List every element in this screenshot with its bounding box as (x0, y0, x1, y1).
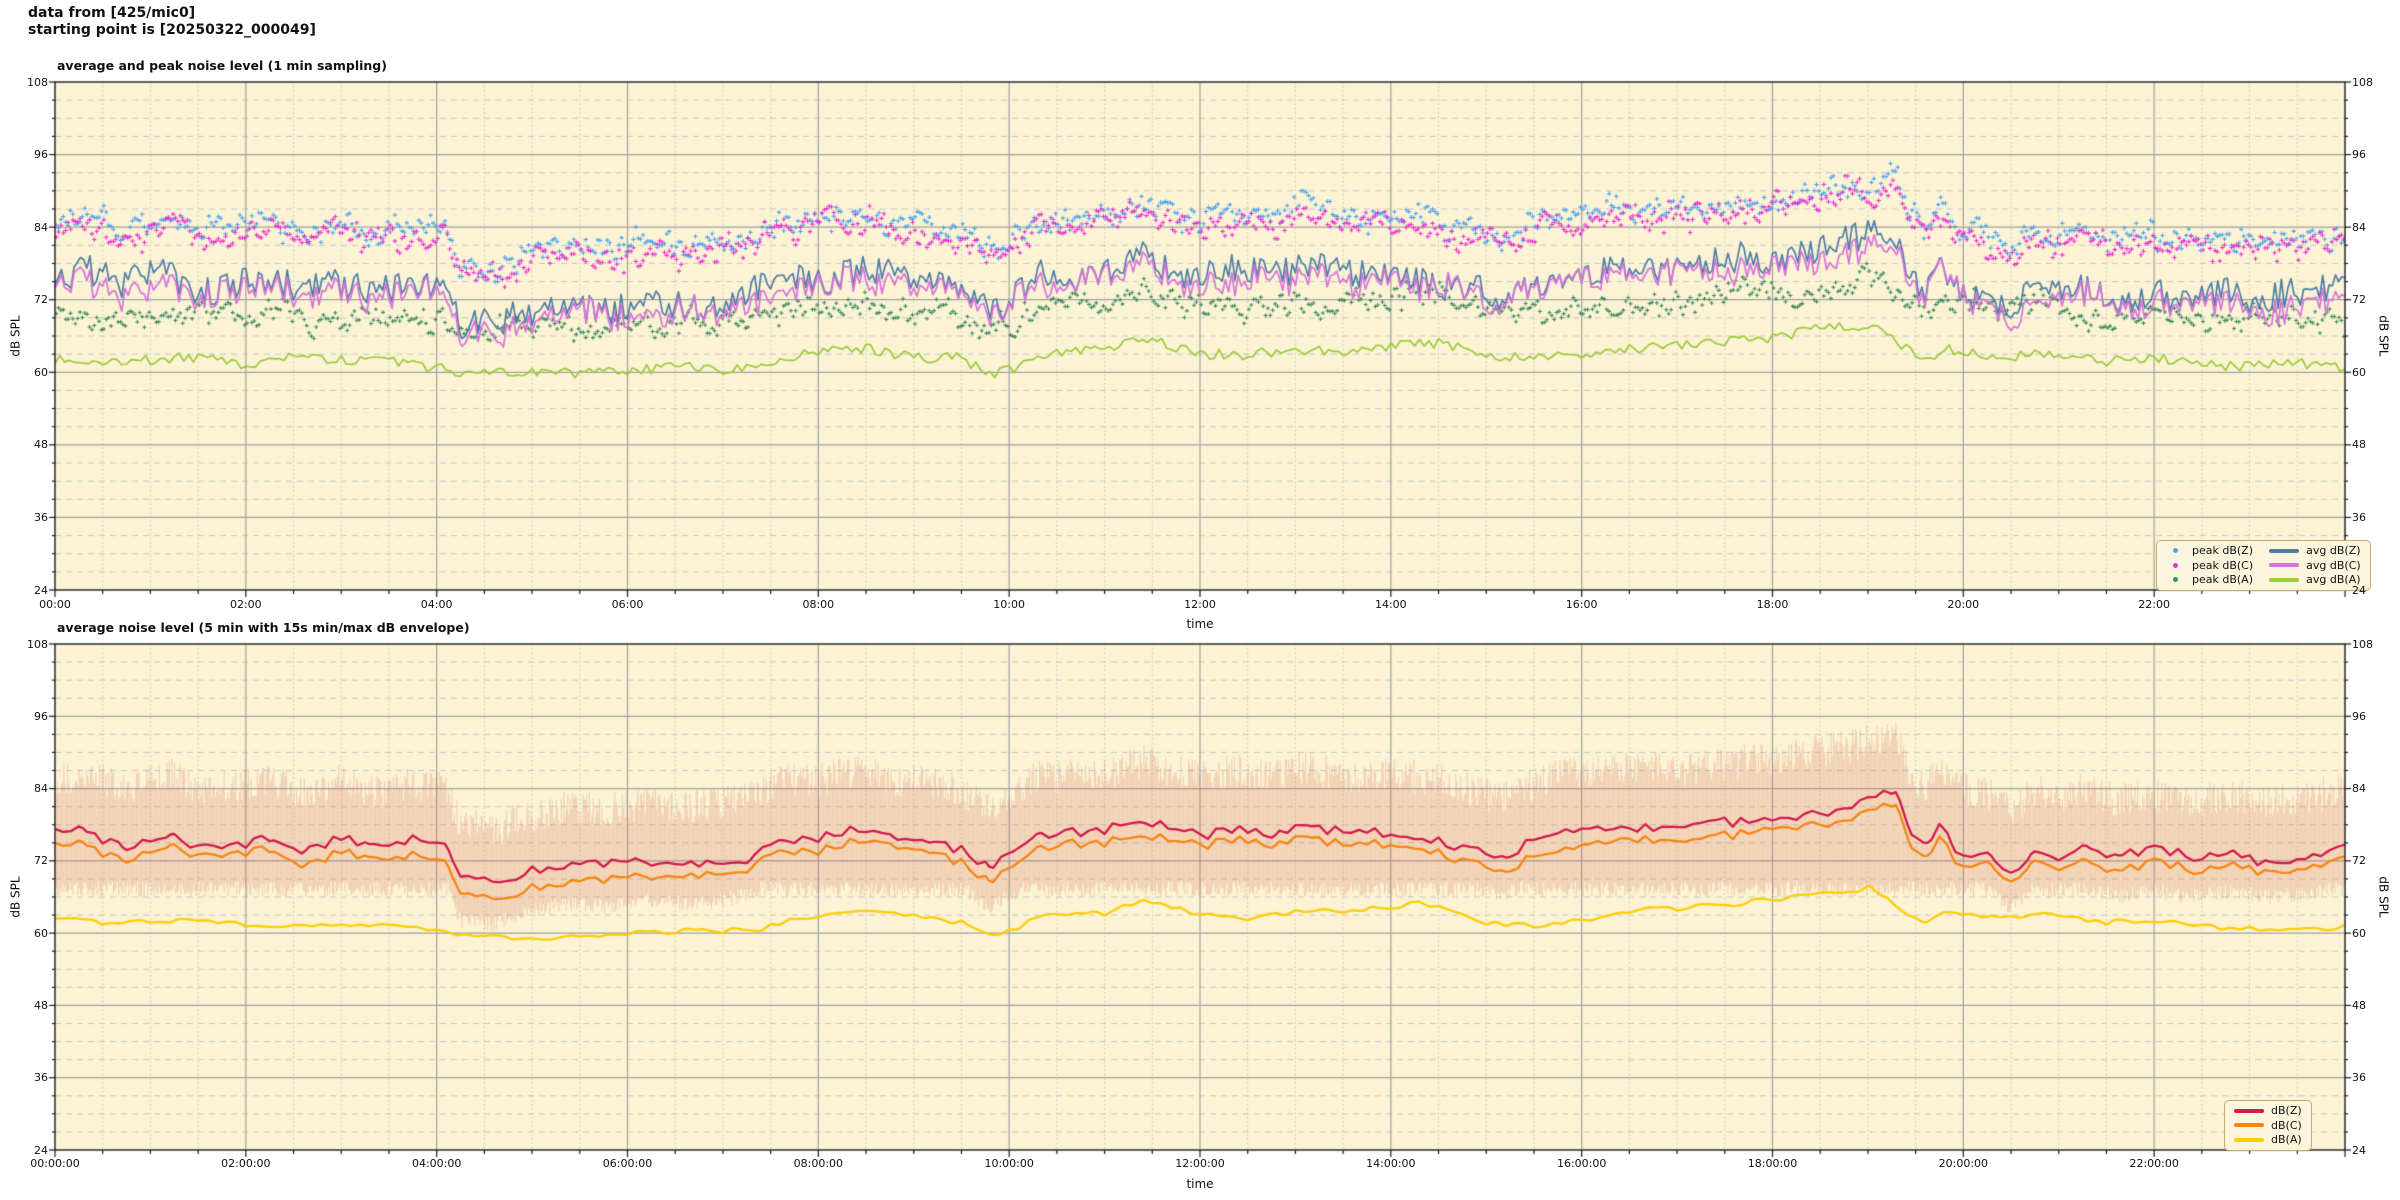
x-tick-label: 08:00:00 (793, 1157, 844, 1170)
x-tick-label: 02:00:00 (221, 1157, 271, 1170)
chart2-ylabel-right: dB SPL (2376, 876, 2391, 918)
y-tick-label-left: 24 (34, 583, 48, 597)
legend-line-swatch (2269, 563, 2300, 568)
legend-dot-swatch (2173, 577, 2178, 583)
y-tick-label-right: 36 (2352, 1071, 2366, 1085)
y-tick-label-right: 24 (2352, 1143, 2366, 1157)
legend-line-swatch (2269, 577, 2300, 582)
x-tick-label: 10:00 (993, 598, 1025, 611)
legend-label: peak dB(C) (2192, 558, 2254, 572)
chart1-title: average and peak noise level (1 min samp… (57, 58, 387, 73)
x-tick-label: 04:00 (420, 598, 453, 611)
legend-entry: dB(C) (2234, 1119, 2302, 1133)
y-tick-label-left: 48 (34, 998, 48, 1012)
legend-entry: dB(Z) (2234, 1104, 2302, 1118)
y-tick-label-right: 60 (2352, 365, 2366, 379)
legend-entry: peak dB(Z) (2166, 544, 2253, 558)
x-tick-label: 00:00 (39, 598, 71, 611)
legend-entry: avg dB(Z) (2269, 544, 2361, 558)
x-tick-label: 08:00 (802, 598, 835, 611)
chart2-title: average noise level (5 min with 15s min/… (57, 620, 470, 635)
y-tick-label-right: 96 (2352, 709, 2366, 723)
legend-label: avg dB(A) (2306, 573, 2361, 586)
y-tick-label-right: 84 (2352, 220, 2366, 234)
x-tick-label: 12:00 (1184, 598, 1216, 611)
y-tick-label-left: 60 (34, 365, 48, 379)
y-tick-label-right: 24 (2352, 583, 2366, 597)
legend-entry: peak dB(A) (2166, 573, 2253, 587)
x-tick-label: 22:00:00 (2129, 1157, 2179, 1170)
y-tick-label-right: 60 (2352, 926, 2366, 940)
chart1-ylabel-right: dB SPL (2376, 315, 2391, 357)
legend-label: peak dB(A) (2192, 573, 2253, 586)
x-tick-label: 16:00 (1565, 598, 1598, 611)
header-line-1: data from [425/mic0] (28, 5, 196, 21)
legend-line-swatch (2234, 1108, 2264, 1113)
legend-dot-swatch (2173, 562, 2178, 568)
y-tick-label-right: 72 (2352, 854, 2366, 868)
x-tick-label: 06:00:00 (602, 1157, 653, 1170)
x-tick-label: 20:00 (1947, 598, 1980, 611)
y-tick-label-left: 60 (34, 926, 48, 940)
x-tick-label: 14:00 (1374, 598, 1407, 611)
x-tick-label: 00:00:00 (30, 1157, 80, 1170)
x-tick-label: 18:00:00 (1747, 1157, 1798, 1170)
legend-line-swatch (2234, 1123, 2264, 1128)
x-tick-label: 14:00:00 (1366, 1157, 1416, 1170)
y-tick-label-left: 72 (34, 293, 48, 307)
x-tick-label: 02:00 (229, 598, 262, 611)
y-tick-label-right: 36 (2352, 510, 2366, 524)
x-tick-label: 18:00 (1756, 598, 1789, 611)
legend-label: dB(Z) (2271, 1104, 2302, 1117)
legend-label: avg dB(Z) (2306, 544, 2361, 557)
y-tick-label-right: 48 (2352, 438, 2366, 452)
legend-label: dB(C) (2271, 1118, 2302, 1132)
y-tick-label-right: 108 (2352, 75, 2373, 89)
header-line-2: starting point is [20250322_000049] (28, 22, 316, 38)
legend-label: dB(A) (2271, 1133, 2302, 1146)
legend-line-swatch (2269, 548, 2300, 553)
legend-entry: avg dB(A) (2269, 573, 2361, 587)
y-tick-label-left: 96 (34, 148, 48, 162)
y-tick-label-left: 48 (34, 438, 48, 452)
y-tick-label-left: 108 (27, 637, 48, 651)
y-tick-label-left: 108 (27, 75, 48, 89)
y-tick-label-left: 36 (34, 1071, 48, 1085)
legend-entry: peak dB(C) (2166, 559, 2253, 573)
y-tick-label-left: 84 (34, 782, 48, 796)
x-tick-label: 12:00:00 (1175, 1157, 1225, 1170)
chart2-plot-canvas (43, 632, 2357, 1162)
y-tick-label-left: 96 (34, 709, 48, 723)
legend-entry: dB(A) (2234, 1133, 2302, 1147)
x-tick-label: 16:00:00 (1556, 1157, 1607, 1170)
x-tick-label: 06:00 (611, 598, 644, 611)
legend-label: peak dB(Z) (2192, 544, 2254, 557)
chart2-xlabel: time (1186, 1177, 1214, 1191)
chart2-legend: dB(Z) dB(C) dB(A) (2224, 1100, 2312, 1151)
y-tick-label-left: 24 (34, 1143, 48, 1157)
legend-label: avg dB(C) (2306, 558, 2361, 572)
y-tick-label-right: 48 (2352, 998, 2366, 1012)
y-tick-label-right: 96 (2352, 148, 2366, 162)
y-tick-label-left: 72 (34, 854, 48, 868)
y-tick-label-right: 84 (2352, 782, 2366, 796)
x-tick-label: 04:00:00 (411, 1157, 462, 1170)
chart1-ylabel-left: dB SPL (8, 315, 23, 357)
y-tick-label-right: 108 (2352, 637, 2373, 651)
x-tick-label: 22:00 (2138, 598, 2170, 611)
legend-dot-swatch (2173, 548, 2178, 554)
y-tick-label-left: 36 (34, 510, 48, 524)
chart2-ylabel-left: dB SPL (8, 876, 23, 918)
chart1-plot-canvas (43, 70, 2357, 602)
y-tick-label-right: 72 (2352, 293, 2366, 307)
y-tick-label-left: 84 (34, 220, 48, 234)
legend-line-swatch (2234, 1137, 2264, 1142)
chart1-legend: peak dB(Z) avg dB(Z) peak dB(C) avg dB(C) pe… (2156, 540, 2371, 591)
chart1-xlabel: time (1186, 617, 1214, 631)
x-tick-label: 10:00:00 (984, 1157, 1034, 1170)
x-tick-label: 20:00:00 (1938, 1157, 1989, 1170)
legend-entry: avg dB(C) (2269, 559, 2361, 573)
